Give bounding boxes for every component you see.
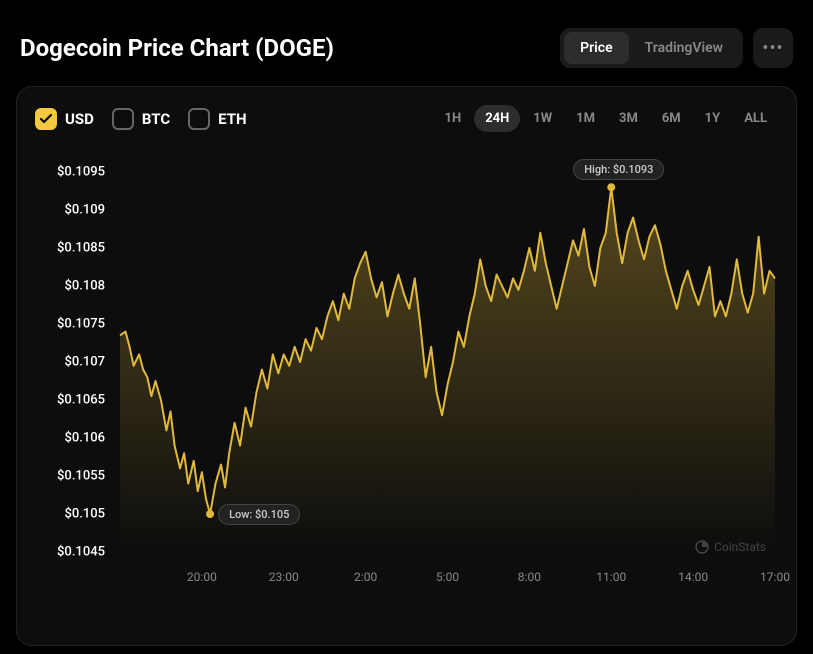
- y-axis-label: $0.108: [35, 279, 105, 294]
- checkbox[interactable]: [35, 108, 57, 130]
- currency-label: BTC: [142, 110, 170, 128]
- range-24h[interactable]: 24H: [474, 105, 520, 132]
- y-axis-label: $0.1045: [35, 545, 105, 560]
- currency-eth[interactable]: ETH: [188, 108, 246, 130]
- currency-selector: USD BTC ETH: [35, 108, 247, 130]
- page-title: Dogecoin Price Chart (DOGE): [20, 34, 334, 62]
- range-3m[interactable]: 3M: [608, 105, 649, 132]
- currency-usd[interactable]: USD: [35, 108, 94, 130]
- y-axis-label: $0.1095: [35, 165, 105, 180]
- coinstats-icon: [695, 540, 709, 554]
- y-axis-label: $0.107: [35, 355, 105, 370]
- x-axis-label: 20:00: [187, 570, 217, 584]
- watermark-label: CoinStats: [714, 540, 766, 554]
- chart-mode-tabs: Price TradingView: [560, 28, 743, 68]
- currency-btc[interactable]: BTC: [112, 108, 170, 130]
- x-axis-label: 17:00: [760, 570, 790, 584]
- range-6m[interactable]: 6M: [651, 105, 692, 132]
- more-button[interactable]: •••: [753, 28, 793, 68]
- y-axis-label: $0.1085: [35, 241, 105, 256]
- x-axis-label: 8:00: [518, 570, 541, 584]
- watermark: CoinStats: [695, 540, 766, 554]
- y-axis-label: $0.109: [35, 203, 105, 218]
- low-annotation: Low: $0.105: [218, 504, 300, 525]
- x-axis-label: 2:00: [354, 570, 377, 584]
- chart-card: USDBTCETH 1H24H1W1M3M6M1YALL $0.1095$0.1…: [16, 86, 797, 646]
- ellipsis-icon: •••: [762, 38, 783, 59]
- range-all[interactable]: ALL: [733, 105, 778, 132]
- high-annotation: High: $0.1093: [573, 159, 664, 180]
- chart-marker: [206, 510, 214, 518]
- range-1h[interactable]: 1H: [434, 105, 473, 132]
- y-axis-label: $0.1065: [35, 393, 105, 408]
- price-chart: [35, 162, 780, 602]
- tab-tradingview[interactable]: TradingView: [629, 32, 739, 64]
- range-1w[interactable]: 1W: [522, 105, 563, 132]
- range-1y[interactable]: 1Y: [694, 105, 732, 132]
- checkbox[interactable]: [188, 108, 210, 130]
- y-axis-label: $0.1055: [35, 469, 105, 484]
- range-1m[interactable]: 1M: [565, 105, 606, 132]
- check-icon: [40, 114, 52, 124]
- chart-area: $0.1095 $0.109 $0.1085 $0.108 $0.1075 $0.107 $…: [35, 162, 778, 602]
- y-axis-label: $0.1075: [35, 317, 105, 332]
- y-axis-label: $0.106: [35, 431, 105, 446]
- y-axis-label: $0.105: [35, 507, 105, 522]
- chart-marker: [607, 183, 615, 191]
- chart-area-fill: [120, 187, 775, 552]
- x-axis-label: 5:00: [436, 570, 459, 584]
- x-axis-label: 14:00: [678, 570, 708, 584]
- x-axis-label: 11:00: [596, 570, 626, 584]
- time-range-selector: 1H24H1W1M3M6M1YALL: [434, 105, 778, 132]
- x-axis-label: 23:00: [269, 570, 299, 584]
- checkbox[interactable]: [112, 108, 134, 130]
- currency-label: ETH: [218, 110, 246, 128]
- currency-label: USD: [65, 110, 94, 128]
- tab-price[interactable]: Price: [564, 32, 629, 64]
